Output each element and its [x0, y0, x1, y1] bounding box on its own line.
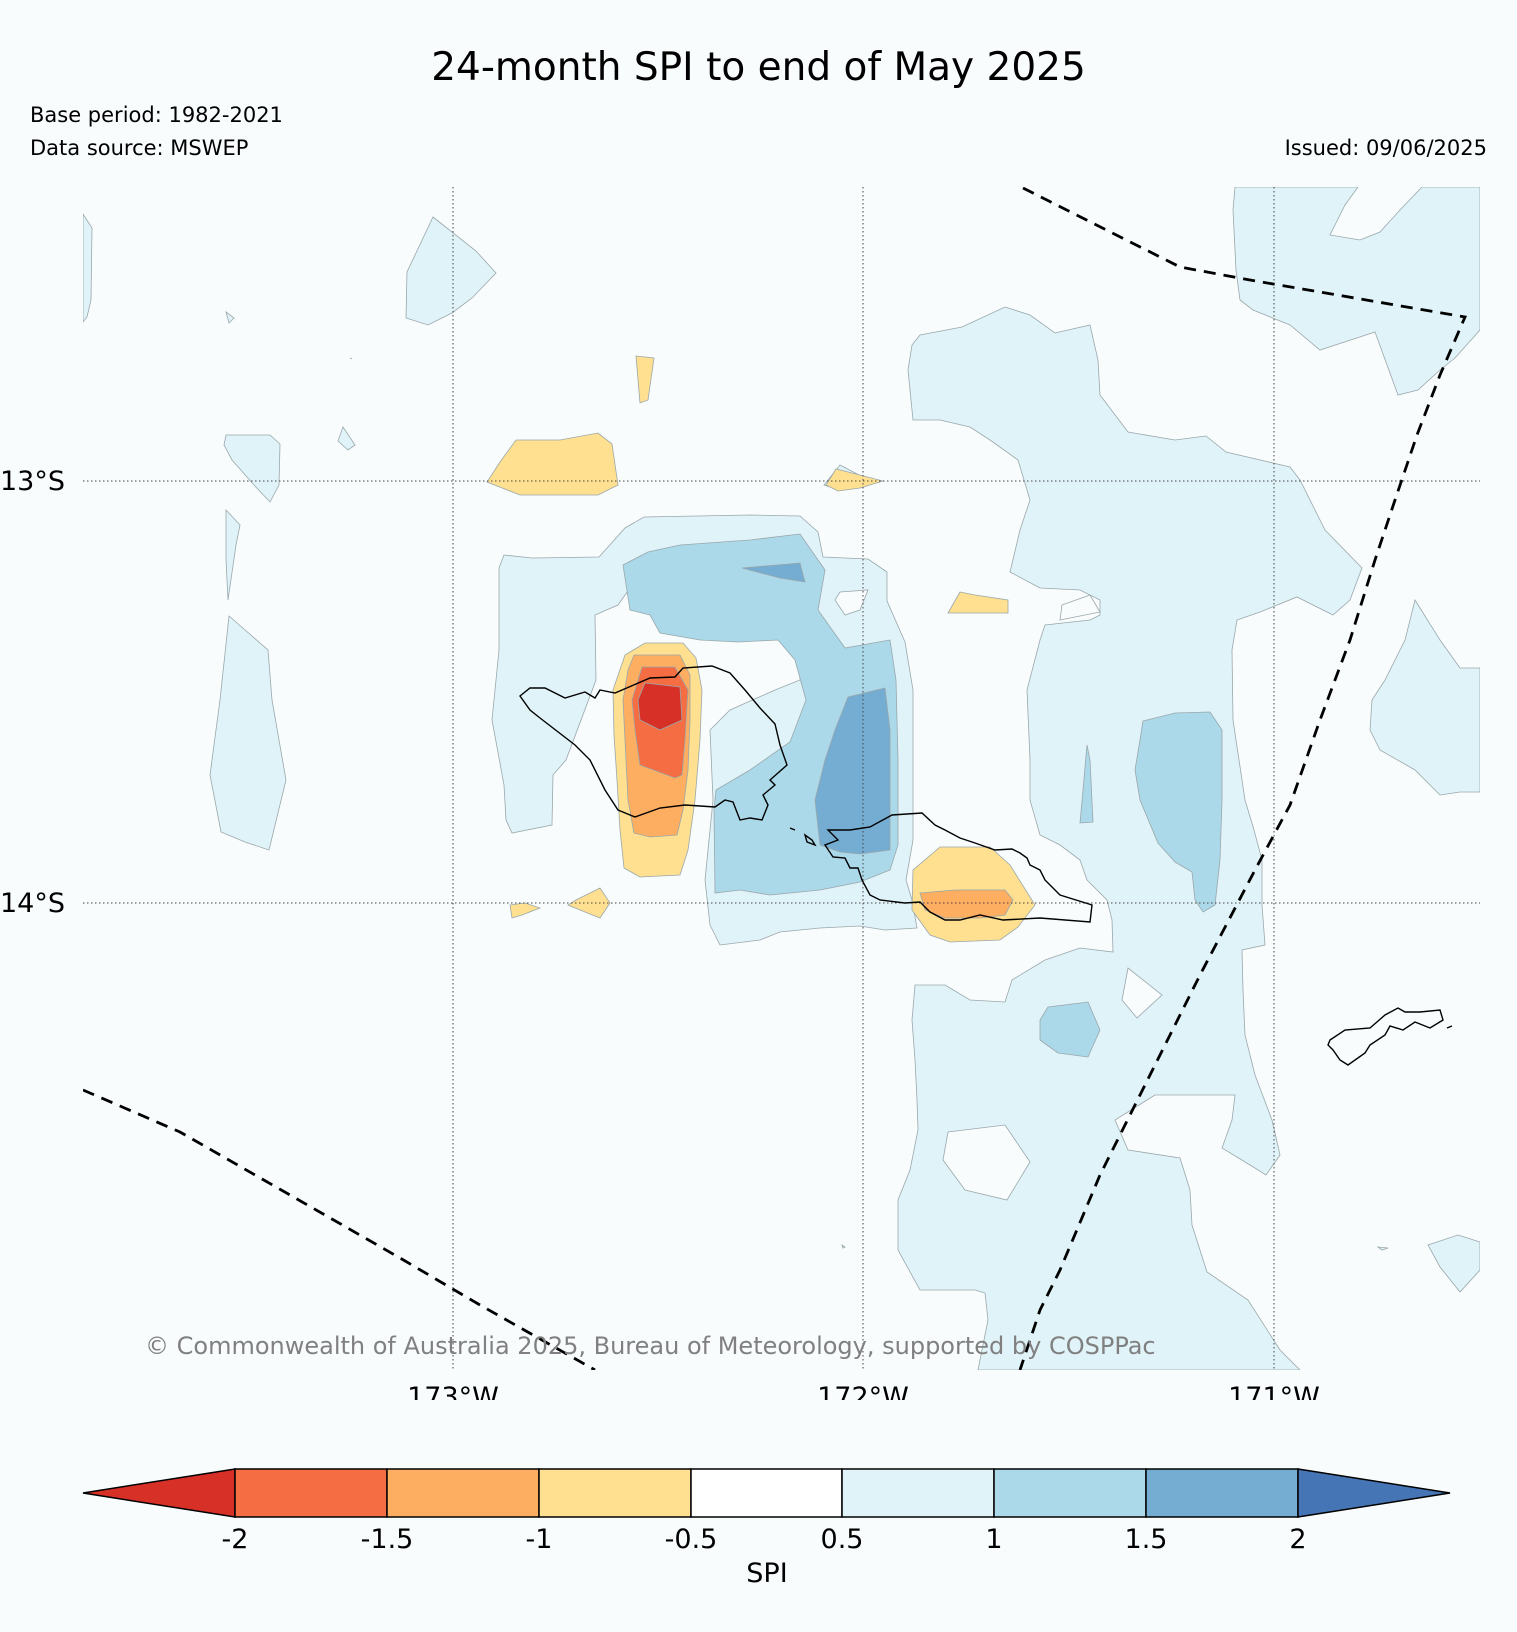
lon-label-171w: 171°W [1228, 1382, 1320, 1400]
map-title: 24-month SPI to end of May 2025 [431, 45, 1086, 90]
colorbar-bin-m1.5-m1 [386, 1468, 540, 1518]
colorbar-bin-1.5-2 [1145, 1468, 1299, 1518]
aunuu-islet [1446, 1025, 1453, 1029]
colorbar-tick-label: 1.5 [1125, 1524, 1168, 1555]
colorbar-title: SPI [746, 1558, 787, 1589]
colorbar-extend-low [82, 1468, 236, 1518]
lon-label-172w: 172°W [817, 1382, 909, 1400]
spi-contour-near-normal [834, 589, 1163, 1201]
colorbar-tick-label: 0.5 [821, 1524, 864, 1555]
manono-islet [803, 833, 817, 847]
eez-boundary [83, 187, 1467, 1370]
colorbar-tick-label: -1.5 [361, 1524, 414, 1555]
issued-date-text: Issued: 09/06/2025 [1284, 136, 1487, 160]
lon-label-173w: 173°W [407, 1382, 499, 1400]
colorbar-bin-m2-m1.5 [234, 1468, 388, 1518]
colorbar-extend-high [1297, 1468, 1451, 1518]
colorbar-tick-label: -1 [526, 1524, 553, 1555]
lat-label-13s: 13°S [0, 466, 65, 497]
data-source-text: Data source: MSWEP [30, 136, 249, 160]
spi-contour-le-minus2 [637, 682, 683, 731]
spi-map: 13°S 14°S 173°W 172°W 171°W [0, 187, 1480, 1400]
upolu-island-coast [823, 812, 1093, 923]
lat-label-14s: 14°S [0, 888, 65, 919]
savaii-island-coast [519, 665, 788, 821]
graticule [83, 187, 1480, 1370]
base-period-text: Base period: 1982-2021 [30, 103, 283, 127]
colorbar-bin-near-normal [690, 1468, 843, 1518]
colorbar-tick-label: -0.5 [665, 1524, 718, 1555]
colorbar-tick-label: -2 [222, 1524, 249, 1555]
colorbar-bin-0.5-1 [841, 1468, 995, 1518]
colorbar-bin-m1-m0.5 [538, 1468, 692, 1518]
colorbar-tick-label: 1 [985, 1524, 1002, 1555]
tutuila-island-coast [1327, 1007, 1444, 1066]
spi-contour-1.5-2 [741, 562, 891, 855]
apolima-islet [789, 827, 796, 831]
colorbar-tick-label: 2 [1289, 1524, 1306, 1555]
colorbar-bin-1-1.5 [993, 1468, 1147, 1518]
coastlines [519, 665, 1453, 1066]
copyright-text: © Commonwealth of Australia 2025, Bureau… [145, 1332, 1156, 1360]
